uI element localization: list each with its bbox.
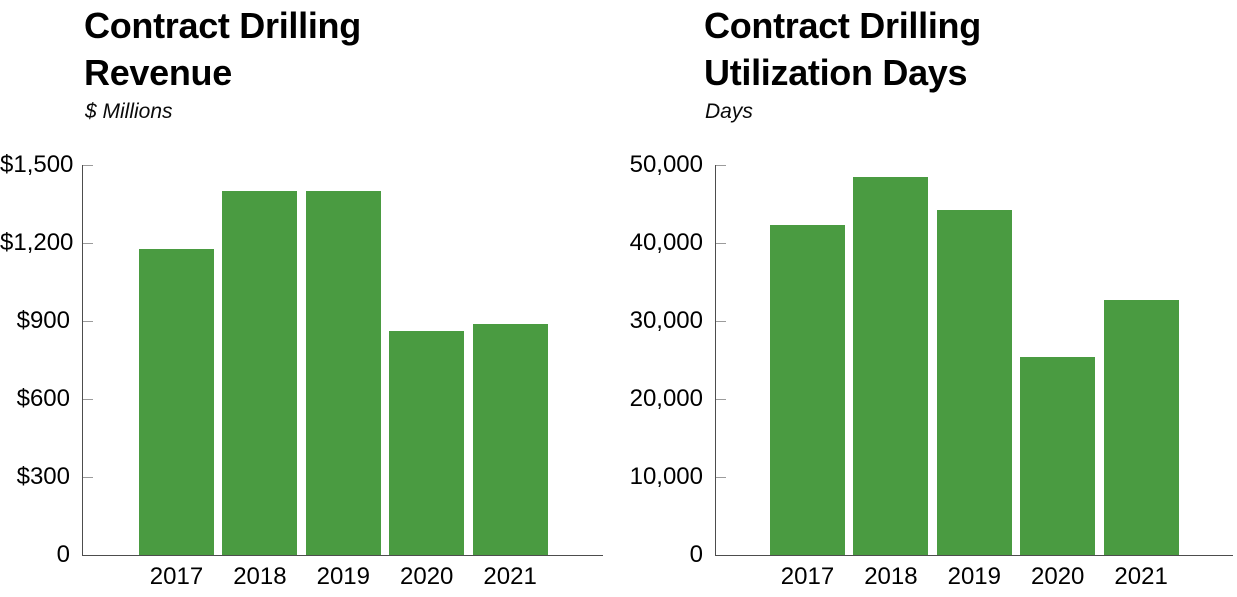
y-axis-tick [716,243,726,244]
y-axis-tick-label: $600 [16,385,70,412]
y-axis-tick [716,321,726,322]
y-axis-tick-label: $1,200 [0,229,74,256]
utilization-chart: Contract Drilling Utilization Days Days … [620,0,1237,597]
revenue-chart-title: Contract Drilling Revenue [84,5,361,93]
bar-2020 [1020,357,1096,555]
y-axis-tick-label: 10,000 [629,463,703,490]
bar-2020 [389,331,465,555]
y-axis-tick-label: $900 [16,307,70,334]
y-axis-tick-label: 0 [56,541,70,568]
x-axis-tick-label: 2018 [864,563,918,590]
x-axis-tick-label: 2017 [780,563,835,590]
utilization-plot-area: 2017 2018 2019 2020 2021 [715,165,1233,590]
bar-2019 [305,191,381,555]
bar-2017 [770,225,845,555]
x-axis-tick-label: 2019 [947,563,1001,590]
revenue-plot-area: 2017 2018 2019 2020 2021 [82,165,603,590]
y-axis-tick [83,477,93,478]
bar-2018 [853,177,929,555]
utilization-chart-title: Contract Drilling Utilization Days [704,5,981,93]
y-axis-tick-label: 0 [689,541,703,568]
y-axis-tick [83,243,93,244]
x-axis-tick-label: 2020 [399,563,454,590]
x-axis-tick-label: 2017 [149,563,204,590]
y-axis-tick [716,399,726,400]
y-axis-tick-label: 30,000 [629,307,703,334]
x-axis-tick-label: 2021 [483,563,537,590]
bar-2018 [222,191,298,555]
y-axis-tick [83,321,93,322]
y-axis-tick-label: $300 [16,463,70,490]
bar-2021 [1103,300,1179,555]
utilization-chart-unit-label: Days [705,100,753,123]
revenue-chart: Contract Drilling Revenue $ Millions 201… [0,5,603,590]
x-axis-tick-label: 2019 [316,563,370,590]
y-axis-tick-label: 40,000 [629,229,703,256]
y-axis-tick [716,165,726,166]
x-axis-tick-label: 2018 [233,563,287,590]
bar-2017 [139,249,214,555]
x-axis-tick-label: 2020 [1030,563,1085,590]
bar-2019 [936,210,1012,555]
bar-2021 [472,324,548,555]
x-axis-tick-label: 2021 [1114,563,1168,590]
y-axis-tick [83,165,93,166]
y-axis-tick-label: 20,000 [629,385,703,412]
y-axis-tick-label: $1,500 [0,151,74,178]
y-axis-tick-label: 50,000 [629,151,703,178]
y-axis-tick [83,399,93,400]
y-axis-tick [716,477,726,478]
revenue-chart-unit-label: $ Millions [85,100,173,123]
